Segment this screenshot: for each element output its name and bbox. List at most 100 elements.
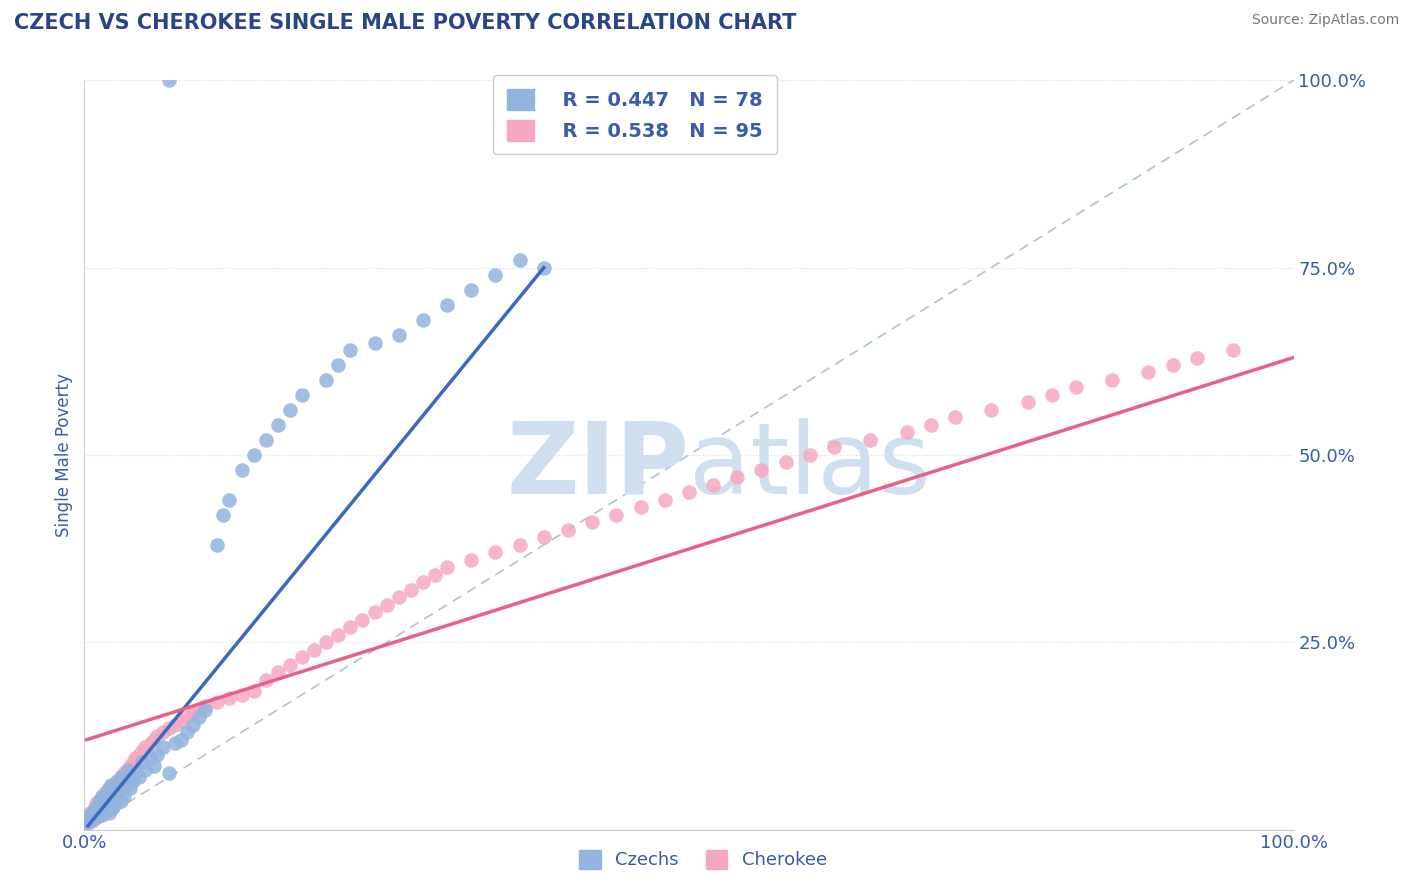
Point <box>104 789 127 803</box>
Point <box>157 722 180 736</box>
Point <box>1185 351 1208 365</box>
Legend: Czechs, Cherokee: Czechs, Cherokee <box>569 841 837 879</box>
Point <box>87 809 110 823</box>
Point <box>82 806 104 821</box>
Point <box>278 403 301 417</box>
Point <box>87 794 110 808</box>
Point <box>328 358 350 372</box>
Point <box>104 778 127 792</box>
Point <box>139 736 162 750</box>
Point <box>120 781 142 796</box>
Point <box>105 773 128 788</box>
Point <box>94 804 117 818</box>
Point <box>90 792 112 806</box>
Point <box>242 684 264 698</box>
Point <box>94 785 117 799</box>
Point <box>98 797 121 811</box>
Point <box>121 773 143 788</box>
Point <box>702 478 724 492</box>
Point <box>86 797 108 811</box>
Point <box>131 744 153 758</box>
Text: CZECH VS CHEROKEE SINGLE MALE POVERTY CORRELATION CHART: CZECH VS CHEROKEE SINGLE MALE POVERTY CO… <box>14 13 796 33</box>
Point <box>363 335 385 350</box>
Point <box>412 313 434 327</box>
Point <box>112 781 135 796</box>
Point <box>436 560 458 574</box>
Point <box>110 770 132 784</box>
Point <box>124 751 146 765</box>
Point <box>96 791 118 805</box>
Point <box>654 492 676 507</box>
Point <box>165 717 187 731</box>
Point <box>143 759 166 773</box>
Point <box>104 797 127 811</box>
Point <box>231 463 253 477</box>
Point <box>207 695 229 709</box>
Point <box>509 538 531 552</box>
Point <box>146 747 169 762</box>
Point <box>157 766 180 780</box>
Point <box>107 773 129 788</box>
Point <box>87 797 110 811</box>
Point <box>339 620 361 634</box>
Point <box>83 804 105 818</box>
Point <box>943 410 966 425</box>
Point <box>104 779 127 793</box>
Point <box>93 789 115 803</box>
Point <box>77 809 100 823</box>
Point <box>84 800 107 814</box>
Point <box>112 789 135 803</box>
Point <box>128 747 150 762</box>
Point <box>83 807 105 822</box>
Point <box>242 448 264 462</box>
Point <box>165 736 187 750</box>
Point <box>775 455 797 469</box>
Text: ZIP: ZIP <box>506 417 689 515</box>
Point <box>194 703 217 717</box>
Point <box>91 789 114 803</box>
Point <box>101 792 124 806</box>
Point <box>107 785 129 799</box>
Point <box>152 740 174 755</box>
Point <box>124 766 146 780</box>
Point <box>77 811 100 825</box>
Point <box>315 635 337 649</box>
Point <box>207 538 229 552</box>
Point <box>84 811 107 825</box>
Point <box>557 523 579 537</box>
Point <box>100 778 122 792</box>
Point <box>460 553 482 567</box>
Point <box>91 797 114 811</box>
Point <box>181 717 204 731</box>
Point <box>267 665 290 680</box>
Point <box>128 770 150 784</box>
Point <box>86 807 108 822</box>
Point <box>484 545 506 559</box>
Point <box>533 530 555 544</box>
Point <box>146 729 169 743</box>
Point <box>176 725 198 739</box>
Point <box>291 650 314 665</box>
Point <box>91 807 114 822</box>
Point <box>751 463 773 477</box>
Point <box>89 806 111 821</box>
Point <box>76 816 98 830</box>
Point <box>97 781 120 796</box>
Point <box>339 343 361 357</box>
Point <box>77 811 100 825</box>
Point <box>77 815 100 830</box>
Point <box>181 706 204 721</box>
Point <box>423 567 446 582</box>
Point <box>110 770 132 784</box>
Point <box>176 710 198 724</box>
Point <box>131 755 153 769</box>
Point <box>254 433 277 447</box>
Point <box>509 253 531 268</box>
Legend:   R = 0.447   N = 78,   R = 0.538   N = 95: R = 0.447 N = 78, R = 0.538 N = 95 <box>494 75 776 154</box>
Point <box>170 714 193 728</box>
Point <box>399 582 422 597</box>
Point <box>436 298 458 312</box>
Point <box>157 73 180 87</box>
Point <box>678 485 700 500</box>
Point <box>291 388 314 402</box>
